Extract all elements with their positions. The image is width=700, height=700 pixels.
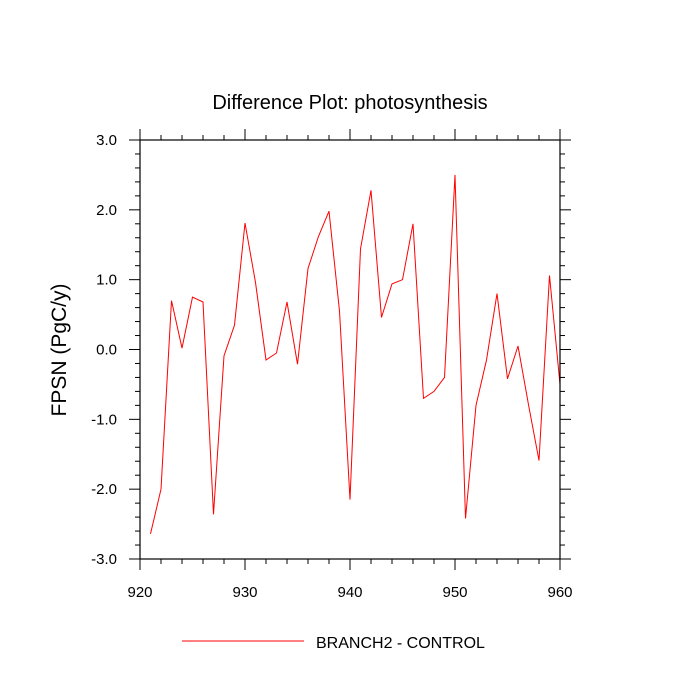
y-tick-label: 1.0: [96, 272, 117, 289]
legend-label: BRANCH2 - CONTROL: [316, 635, 485, 652]
x-tick-label: 930: [232, 584, 257, 601]
series-line: [150, 174, 561, 535]
x-tick-label: 940: [337, 584, 362, 601]
y-axis-label: FPSN (PgC/y): [48, 283, 71, 416]
series-layer: [150, 174, 561, 535]
x-tick-label: 960: [547, 584, 572, 601]
chart-title: Difference Plot: photosynthesis: [212, 92, 487, 114]
y-tick-label: 0.0: [96, 342, 117, 359]
y-tick-label: -3.0: [91, 551, 117, 568]
x-tick-label: 920: [127, 584, 152, 601]
y-tick-label: 2.0: [96, 202, 117, 219]
tick-labels: 920 930 940 950 960 -3.0 -2.0 -1.0 0.0 1.0 2.0 3.0: [91, 132, 572, 601]
axis-ticks: [129, 129, 571, 570]
plot-frame: [139, 139, 561, 560]
y-tick-label: -1.0: [91, 411, 117, 428]
legend: BRANCH2 - CONTROL: [182, 635, 485, 652]
y-tick-label: -2.0: [91, 481, 117, 498]
x-tick-label: 950: [442, 584, 467, 601]
y-tick-label: 3.0: [96, 132, 117, 149]
